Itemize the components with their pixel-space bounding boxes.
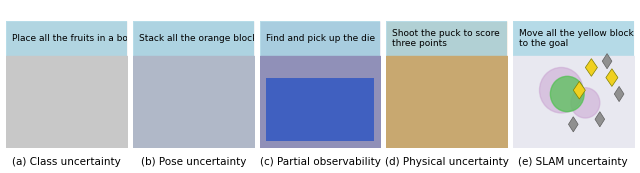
- Polygon shape: [586, 59, 597, 76]
- Polygon shape: [602, 54, 612, 69]
- FancyBboxPatch shape: [266, 78, 374, 141]
- FancyBboxPatch shape: [513, 21, 634, 147]
- FancyBboxPatch shape: [6, 21, 127, 147]
- Polygon shape: [606, 69, 618, 86]
- FancyBboxPatch shape: [387, 21, 507, 56]
- Polygon shape: [595, 112, 605, 127]
- FancyBboxPatch shape: [133, 21, 253, 147]
- Circle shape: [550, 76, 584, 112]
- FancyBboxPatch shape: [260, 21, 380, 56]
- Polygon shape: [568, 117, 578, 132]
- Polygon shape: [614, 86, 624, 102]
- Text: Find and pick up the die: Find and pick up the die: [266, 34, 375, 43]
- Text: Move all the yellow blocks
to the goal: Move all the yellow blocks to the goal: [519, 29, 638, 48]
- Text: (a) Class uncertainty: (a) Class uncertainty: [12, 157, 121, 167]
- Polygon shape: [573, 81, 586, 99]
- FancyBboxPatch shape: [513, 21, 634, 56]
- Text: (d) Physical uncertainty: (d) Physical uncertainty: [385, 157, 509, 167]
- Text: (e) SLAM uncertainty: (e) SLAM uncertainty: [518, 157, 628, 167]
- Circle shape: [571, 88, 600, 118]
- Text: Stack all the orange blocks: Stack all the orange blocks: [139, 34, 262, 43]
- FancyBboxPatch shape: [260, 21, 380, 147]
- FancyBboxPatch shape: [133, 21, 253, 56]
- Text: Shoot the puck to score
three points: Shoot the puck to score three points: [392, 29, 500, 48]
- FancyBboxPatch shape: [387, 21, 507, 147]
- Text: (c) Partial observability: (c) Partial observability: [260, 157, 380, 167]
- Text: (b) Pose uncertainty: (b) Pose uncertainty: [141, 157, 246, 167]
- FancyBboxPatch shape: [6, 21, 127, 56]
- Circle shape: [540, 67, 583, 113]
- Text: Place all the fruits in a bowl: Place all the fruits in a bowl: [12, 34, 138, 43]
